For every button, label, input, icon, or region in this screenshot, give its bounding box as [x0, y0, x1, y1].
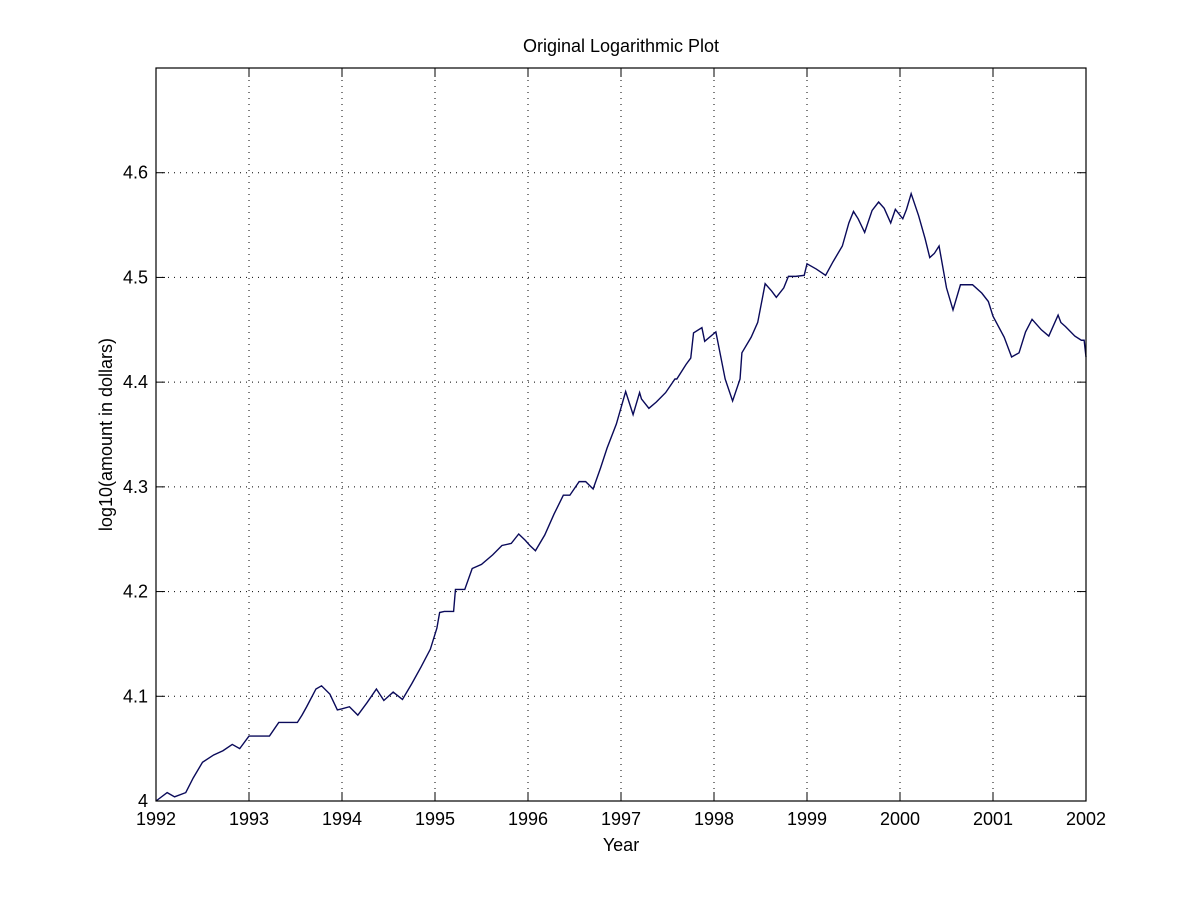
- x-tick-label: 2000: [880, 809, 920, 829]
- x-tick-label: 2001: [973, 809, 1013, 829]
- y-tick-label: 4.1: [123, 686, 148, 706]
- x-tick-label: 1997: [601, 809, 641, 829]
- x-tick-labels: 1992 1993 1994 1995 1996 1997 1998 1999 2000 2001…: [136, 809, 1106, 829]
- y-tick-label: 4.3: [123, 477, 148, 497]
- x-tick-label: 1993: [229, 809, 269, 829]
- x-tick-label: 1992: [136, 809, 176, 829]
- x-tick-label: 1996: [508, 809, 548, 829]
- series-line-0: [155, 191, 1087, 802]
- x-axis-label: Year: [603, 835, 639, 855]
- y-axis-label: log10(amount in dollars): [96, 338, 116, 531]
- y-tick-label: 4.6: [123, 163, 148, 183]
- series-layer: [155, 191, 1087, 802]
- y-tick-labels: 4 4.1 4.2 4.3 4.4 4.5 4.6: [123, 163, 148, 811]
- x-tick-label: 2002: [1066, 809, 1106, 829]
- y-tick-label: 4.5: [123, 267, 148, 287]
- x-tick-label: 1999: [787, 809, 827, 829]
- x-tick-label: 1994: [322, 809, 362, 829]
- y-tick-label: 4: [138, 791, 148, 811]
- chart-title: Original Logarithmic Plot: [523, 36, 719, 56]
- y-tick-label: 4.4: [123, 372, 148, 392]
- x-tick-label: 1995: [415, 809, 455, 829]
- tick-layer: [155, 68, 1087, 802]
- y-tick-label: 4.2: [123, 582, 148, 602]
- x-tick-label: 1998: [694, 809, 734, 829]
- grid-layer: [156, 68, 1086, 801]
